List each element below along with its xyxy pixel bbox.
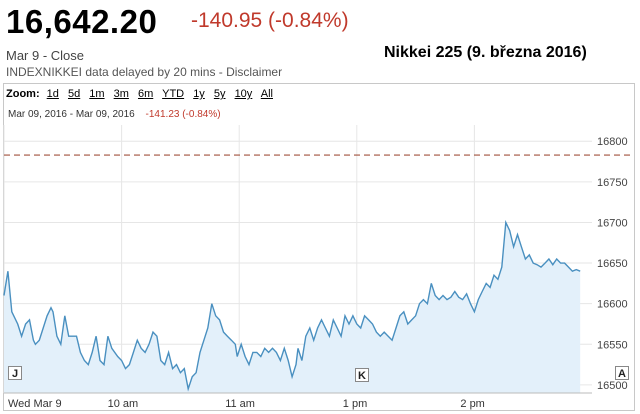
zoom-3m-button[interactable]: 3m	[113, 88, 129, 100]
zoom-controls: Zoom: 1d 5d 1m 3m 6m YTD 1y 5y 10y All	[6, 88, 279, 100]
news-marker-k[interactable]: K	[355, 368, 369, 382]
y-tick-label: 16750	[597, 177, 628, 189]
date-range: Mar 09, 2016 - Mar 09, 2016 -141.23 (-0.…	[8, 109, 221, 120]
zoom-1y-button[interactable]: 1y	[193, 88, 205, 100]
price-change: -140.95 (-0.84%)	[191, 9, 349, 32]
index-price: 16,642.20	[6, 3, 158, 40]
y-tick-label: 16500	[597, 380, 628, 392]
zoom-ytd-button[interactable]: YTD	[162, 88, 185, 100]
data-source-note: INDEXNIKKEI data delayed by 20 mins - Di…	[6, 65, 283, 79]
price-area	[4, 222, 581, 393]
zoom-1m-button[interactable]: 1m	[89, 88, 105, 100]
zoom-5d-button[interactable]: 5d	[67, 88, 81, 100]
x-tick-label: Wed Mar 9	[8, 398, 62, 410]
zoom-10y-button[interactable]: 10y	[234, 88, 253, 100]
x-tick-label: 1 pm	[343, 398, 367, 410]
x-tick-label: 11 am	[225, 398, 255, 410]
zoom-5y-button[interactable]: 5y	[213, 88, 226, 100]
range-change: -141.23 (-0.84%)	[145, 109, 221, 120]
zoom-all-button[interactable]: All	[260, 88, 273, 100]
zoom-label: Zoom:	[6, 88, 40, 100]
y-tick-label: 16700	[597, 217, 628, 229]
news-marker-a[interactable]: A	[615, 366, 629, 380]
y-tick-label: 16650	[597, 258, 628, 270]
date-range-text: Mar 09, 2016 - Mar 09, 2016	[8, 109, 135, 120]
news-marker-j[interactable]: J	[8, 366, 22, 380]
chart-caption: Nikkei 225 (9. března 2016)	[384, 44, 587, 61]
zoom-6m-button[interactable]: 6m	[137, 88, 154, 100]
market-status: Mar 9 - Close	[6, 48, 85, 63]
zoom-1d-button[interactable]: 1d	[46, 88, 59, 100]
y-tick-label: 16600	[597, 299, 628, 311]
y-tick-label: 16550	[597, 339, 628, 351]
x-tick-label: 10 am	[108, 398, 139, 410]
y-tick-label: 16800	[597, 136, 628, 148]
x-tick-label: 2 pm	[460, 398, 484, 410]
price-line	[3, 219, 581, 392]
